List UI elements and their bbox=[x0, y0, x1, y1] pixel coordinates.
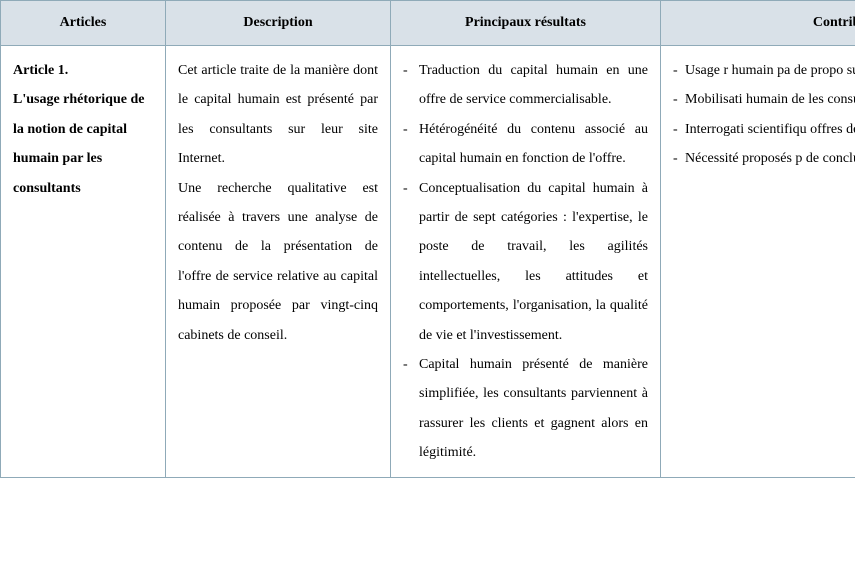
list-item: Usage r humain pa de propo susceptibl bbox=[673, 56, 855, 85]
list-item: Interrogati scientifiqu offres de s cons… bbox=[673, 115, 855, 144]
cell-description: Cet article traite de la manière dont le… bbox=[166, 46, 391, 478]
list-item: Traduction du capital humain en une offr… bbox=[403, 56, 648, 115]
header-row: Articles Description Principaux résultat… bbox=[1, 1, 855, 46]
header-description: Description bbox=[166, 1, 391, 46]
list-item: Capital humain présenté de manière simpl… bbox=[403, 350, 648, 468]
header-contrib: Contribu bbox=[661, 1, 855, 46]
articles-table: Articles Description Principaux résultat… bbox=[0, 0, 855, 478]
cell-contrib: Usage r humain pa de propo susceptibl Mo… bbox=[661, 46, 855, 478]
description-p2: Une recherche qualitative est réalisée à… bbox=[178, 174, 378, 350]
header-results: Principaux résultats bbox=[391, 1, 661, 46]
table-row: Article 1. L'usage rhétorique de la noti… bbox=[1, 46, 855, 478]
list-item: Hétérogénéité du contenu associé au capi… bbox=[403, 115, 648, 174]
contrib-list: Usage r humain pa de propo susceptibl Mo… bbox=[673, 56, 855, 174]
list-item: Nécessité proposés p de conclur bbox=[673, 144, 855, 173]
article-title: L'usage rhétorique de la notion de capit… bbox=[13, 85, 153, 203]
results-list: Traduction du capital humain en une offr… bbox=[403, 56, 648, 467]
description-p1: Cet article traite de la manière dont le… bbox=[178, 56, 378, 174]
list-item: Mobilisati humain de les consul besoins. bbox=[673, 85, 855, 114]
article-number: Article 1. bbox=[13, 56, 153, 85]
cell-article: Article 1. L'usage rhétorique de la noti… bbox=[1, 46, 166, 478]
header-articles: Articles bbox=[1, 1, 166, 46]
list-item: Conceptualisation du capital humain à pa… bbox=[403, 174, 648, 350]
cell-results: Traduction du capital humain en une offr… bbox=[391, 46, 661, 478]
